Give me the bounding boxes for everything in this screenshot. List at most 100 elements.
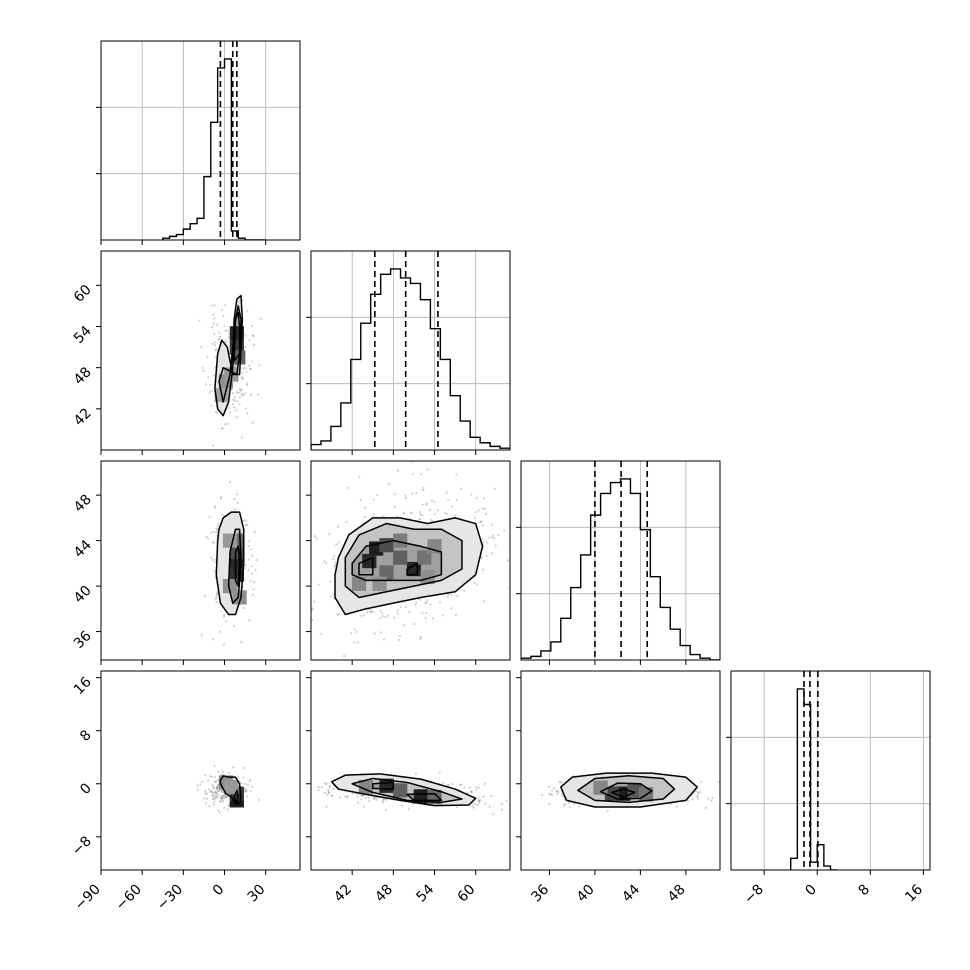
scatter-point bbox=[675, 805, 678, 808]
scatter-point bbox=[213, 506, 217, 509]
scatter-point bbox=[200, 345, 203, 348]
scatter-point bbox=[238, 403, 241, 406]
scatter-point bbox=[243, 567, 247, 570]
scatter-point bbox=[233, 399, 236, 402]
scatter-point bbox=[248, 540, 251, 543]
scatter-point bbox=[567, 801, 570, 805]
scatter-point bbox=[479, 521, 482, 524]
scatter-point bbox=[246, 795, 249, 798]
scatter-point bbox=[475, 496, 479, 500]
scatter-point bbox=[223, 613, 226, 616]
x-tick-label: 30 bbox=[245, 882, 269, 906]
scatter-point bbox=[480, 520, 483, 523]
x-tick-label: 16 bbox=[902, 881, 926, 905]
y-tick-label: 8 bbox=[77, 727, 95, 745]
contour-line bbox=[599, 782, 653, 800]
scatter-point bbox=[210, 404, 213, 407]
scatter-point bbox=[214, 348, 217, 351]
scatter-point bbox=[232, 398, 235, 401]
scatter-point bbox=[455, 806, 458, 809]
scatter-point bbox=[402, 512, 405, 515]
scatter-point bbox=[248, 338, 251, 342]
scatter-point bbox=[329, 595, 333, 598]
scatter-point bbox=[203, 594, 207, 597]
scatter-point bbox=[222, 794, 225, 798]
scatter-point bbox=[215, 530, 218, 534]
scatter-point bbox=[333, 554, 336, 558]
scatter-point bbox=[403, 511, 406, 514]
scatter-point bbox=[445, 491, 448, 494]
scatter-point bbox=[216, 787, 219, 790]
x-tick-label: 0 bbox=[210, 882, 228, 900]
scatter-point bbox=[311, 618, 314, 622]
x-tick-label: 54 bbox=[413, 881, 437, 905]
scatter-point bbox=[538, 792, 540, 794]
scatter-point bbox=[251, 554, 254, 558]
scatter-point bbox=[450, 593, 453, 596]
scatter-point bbox=[215, 787, 218, 790]
scatter-point bbox=[463, 589, 466, 592]
scatter-point bbox=[250, 565, 253, 568]
scatter-point bbox=[317, 583, 320, 586]
panel-frame bbox=[100, 40, 301, 241]
scatter-point bbox=[253, 343, 256, 346]
scatter-point bbox=[222, 770, 225, 773]
scatter-point bbox=[211, 326, 214, 329]
scatter-point bbox=[213, 795, 216, 798]
scatter-point bbox=[344, 795, 347, 798]
contour-line bbox=[330, 773, 477, 807]
scatter-point bbox=[250, 360, 253, 363]
scatter-point bbox=[483, 802, 487, 805]
scatter-point bbox=[379, 631, 383, 634]
contour-line bbox=[406, 792, 443, 802]
scatter-point bbox=[379, 616, 382, 620]
contour-line bbox=[227, 528, 242, 604]
scatter-point bbox=[707, 797, 710, 800]
scatter-point bbox=[206, 792, 209, 796]
scatter-point bbox=[393, 616, 396, 619]
scatter-point bbox=[336, 613, 339, 616]
scatter-point bbox=[249, 579, 252, 582]
scatter-point bbox=[248, 778, 251, 781]
scatter-point bbox=[228, 481, 231, 484]
scatter-point bbox=[249, 393, 253, 396]
scatter-point bbox=[419, 517, 422, 520]
scatter-point bbox=[201, 366, 204, 370]
scatter-point bbox=[227, 804, 230, 807]
scatter-point bbox=[214, 781, 217, 784]
scatter-point bbox=[222, 800, 225, 803]
scatter-point bbox=[554, 806, 556, 808]
scatter-point bbox=[246, 310, 249, 313]
scatter-point bbox=[483, 600, 486, 603]
scatter-point bbox=[213, 800, 216, 803]
density-cell bbox=[379, 538, 394, 553]
scatter-point bbox=[549, 793, 552, 796]
y-tick-label: 48 bbox=[71, 492, 95, 516]
scatter-point bbox=[500, 803, 503, 806]
scatter-point bbox=[373, 796, 376, 799]
scatter-point bbox=[216, 795, 220, 798]
scatter-point bbox=[249, 368, 252, 371]
scatter-point bbox=[577, 805, 581, 808]
scatter-point bbox=[241, 371, 244, 374]
scatter-point bbox=[559, 781, 562, 784]
scatter-point bbox=[211, 559, 214, 562]
scatter-point bbox=[555, 789, 558, 792]
scatter-point bbox=[364, 796, 367, 799]
scatter-point bbox=[210, 304, 213, 307]
scatter-point bbox=[238, 388, 241, 391]
scatter-point bbox=[219, 800, 222, 803]
scatter-point bbox=[697, 797, 700, 800]
panel-frame bbox=[520, 670, 721, 871]
density-panel-2-0: 36 40 44 48 bbox=[71, 460, 301, 665]
scatter-point bbox=[407, 808, 411, 811]
y-tick-label: 36 bbox=[71, 628, 95, 652]
scatter-point bbox=[211, 541, 214, 544]
scatter-point bbox=[216, 411, 219, 414]
scatter-point bbox=[557, 790, 560, 793]
scatter-point bbox=[396, 612, 399, 615]
scatter-point bbox=[436, 509, 439, 512]
scatter-point bbox=[206, 355, 209, 359]
scatter-point bbox=[379, 609, 382, 612]
density-cell bbox=[224, 779, 239, 795]
